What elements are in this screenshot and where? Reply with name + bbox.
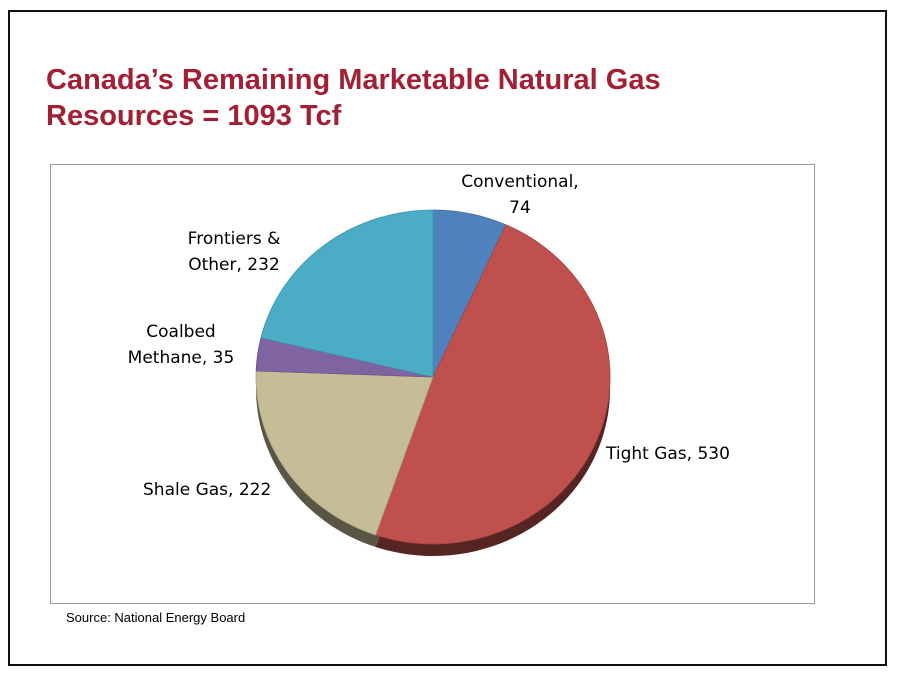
data-label-line: Shale Gas, 222 bbox=[143, 480, 271, 500]
title-line-1: Canada’s Remaining Marketable Natural Ga… bbox=[46, 64, 661, 96]
data-label-line: 74 bbox=[509, 198, 531, 218]
slide-title: Canada’s Remaining Marketable Natural Ga… bbox=[46, 62, 661, 134]
title-line-2: Resources = 1093 Tcf bbox=[46, 100, 342, 132]
pie-slice-frontiers-and-other bbox=[260, 209, 434, 378]
data-label-frontiers-and-other: Frontiers & Other, 232 bbox=[188, 229, 281, 275]
source-note: Source: National Energy Board bbox=[66, 610, 246, 625]
pie-slice-shale-gas bbox=[255, 370, 434, 536]
pie-labels-layer: Conventional, 74 Tight Gas, 530 Shale Gas, … bbox=[128, 172, 730, 500]
data-label-line: Methane, 35 bbox=[128, 348, 235, 368]
data-label-line: Tight Gas, 530 bbox=[605, 444, 730, 464]
pie-slices-layer bbox=[255, 209, 611, 545]
data-label-line: Coalbed bbox=[146, 322, 215, 342]
data-label-coalbed-methane: Coalbed Methane, 35 bbox=[128, 322, 235, 368]
data-label-conventional: Conventional, 74 bbox=[461, 172, 578, 218]
chart-area: Conventional, 74 Tight Gas, 530 Shale Gas, … bbox=[50, 164, 815, 604]
data-label-line: Other, 232 bbox=[188, 255, 280, 275]
data-label-line: Frontiers & bbox=[188, 229, 281, 249]
data-label-tight-gas: Tight Gas, 530 bbox=[605, 444, 730, 464]
pie-slice-tight-gas bbox=[375, 224, 611, 545]
pie-chart: Conventional, 74 Tight Gas, 530 Shale Gas, … bbox=[128, 172, 730, 557]
data-label-shale-gas: Shale Gas, 222 bbox=[143, 480, 271, 500]
data-label-line: Conventional, bbox=[461, 172, 578, 192]
